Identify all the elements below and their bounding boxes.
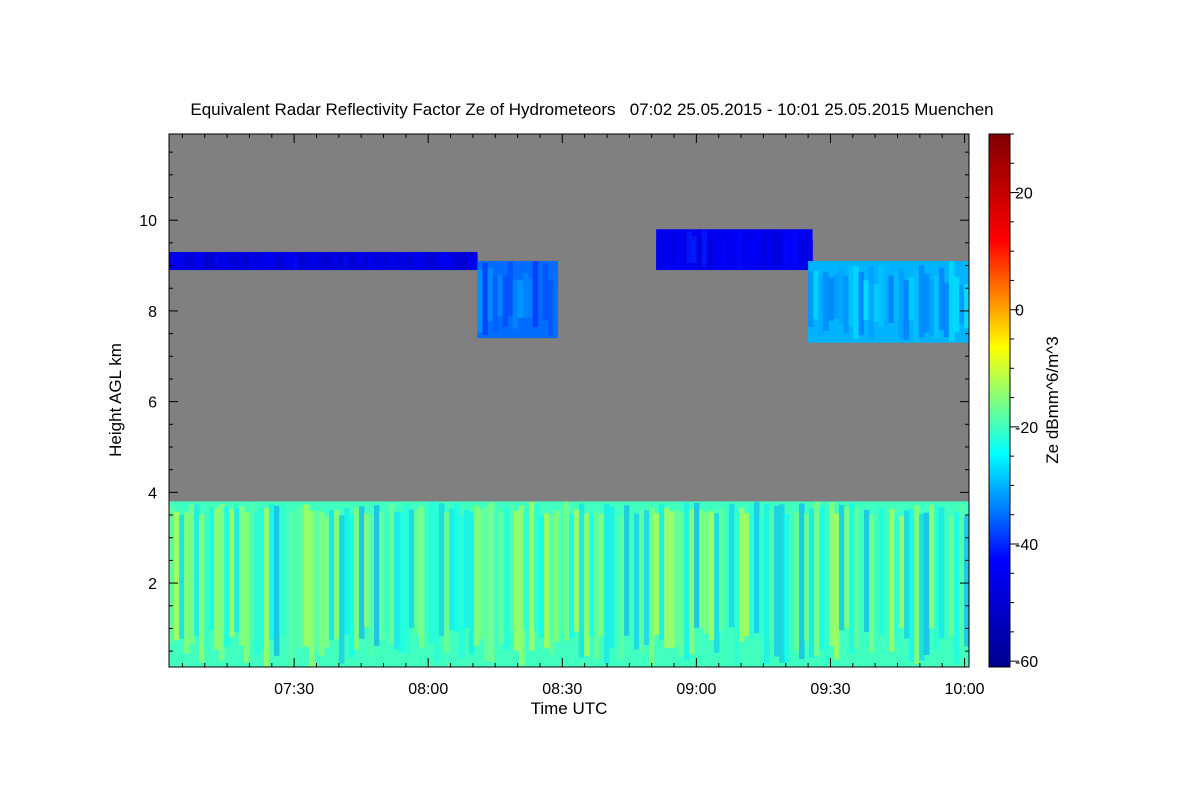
echo-region — [477, 261, 559, 339]
y-axis: 2 4 6 8 10 — [139, 151, 969, 652]
x-tick-label: 07:30 — [274, 681, 314, 698]
y-tick-label: 2 — [148, 576, 157, 593]
colorbar-tick-label: 20 — [1015, 186, 1033, 203]
echo-region — [808, 261, 969, 343]
colorbar-tick-label: -60 — [1015, 654, 1038, 671]
reflectivity-field — [169, 229, 969, 667]
y-tick-label: 10 — [139, 213, 157, 230]
x-tick-label: 09:30 — [810, 681, 850, 698]
colorbar-tick-label: 0 — [1015, 303, 1024, 320]
echo-region — [656, 229, 814, 271]
plot-frame — [168, 133, 970, 668]
x-axis-label: Time UTC — [531, 699, 608, 718]
echo-region — [169, 501, 969, 667]
y-axis-label: Height AGL km — [106, 343, 125, 457]
echo-region — [169, 251, 478, 271]
chart-title: Equivalent Radar Reflectivity Factor Ze … — [190, 100, 993, 119]
colorbar-gradient — [989, 134, 1010, 667]
colorbar-label: Ze dBmm^6/m^3 — [1043, 336, 1062, 463]
y-tick-label: 4 — [148, 485, 157, 502]
colorbar-axis: 20 0 -20 -40 -60 — [1010, 133, 1038, 671]
x-tick-label: 10:00 — [945, 681, 985, 698]
plot-area: 07:30 08:00 08:30 09:00 09:30 10:00 2 4 6 8 10 — [139, 133, 985, 698]
x-axis: 07:30 08:00 08:30 09:00 09:30 10:00 — [181, 134, 985, 698]
colorbar-tick-label: -20 — [1015, 420, 1038, 437]
y-tick-label: 8 — [148, 304, 157, 321]
colorbar: 20 0 -20 -40 -60 — [988, 133, 1038, 671]
colorbar-frame — [988, 133, 1011, 668]
colorbar-tick-label: -40 — [1015, 537, 1038, 554]
x-tick-label: 09:00 — [676, 681, 716, 698]
x-tick-label: 08:30 — [542, 681, 582, 698]
y-tick-label: 6 — [148, 395, 157, 412]
x-tick-label: 08:00 — [408, 681, 448, 698]
